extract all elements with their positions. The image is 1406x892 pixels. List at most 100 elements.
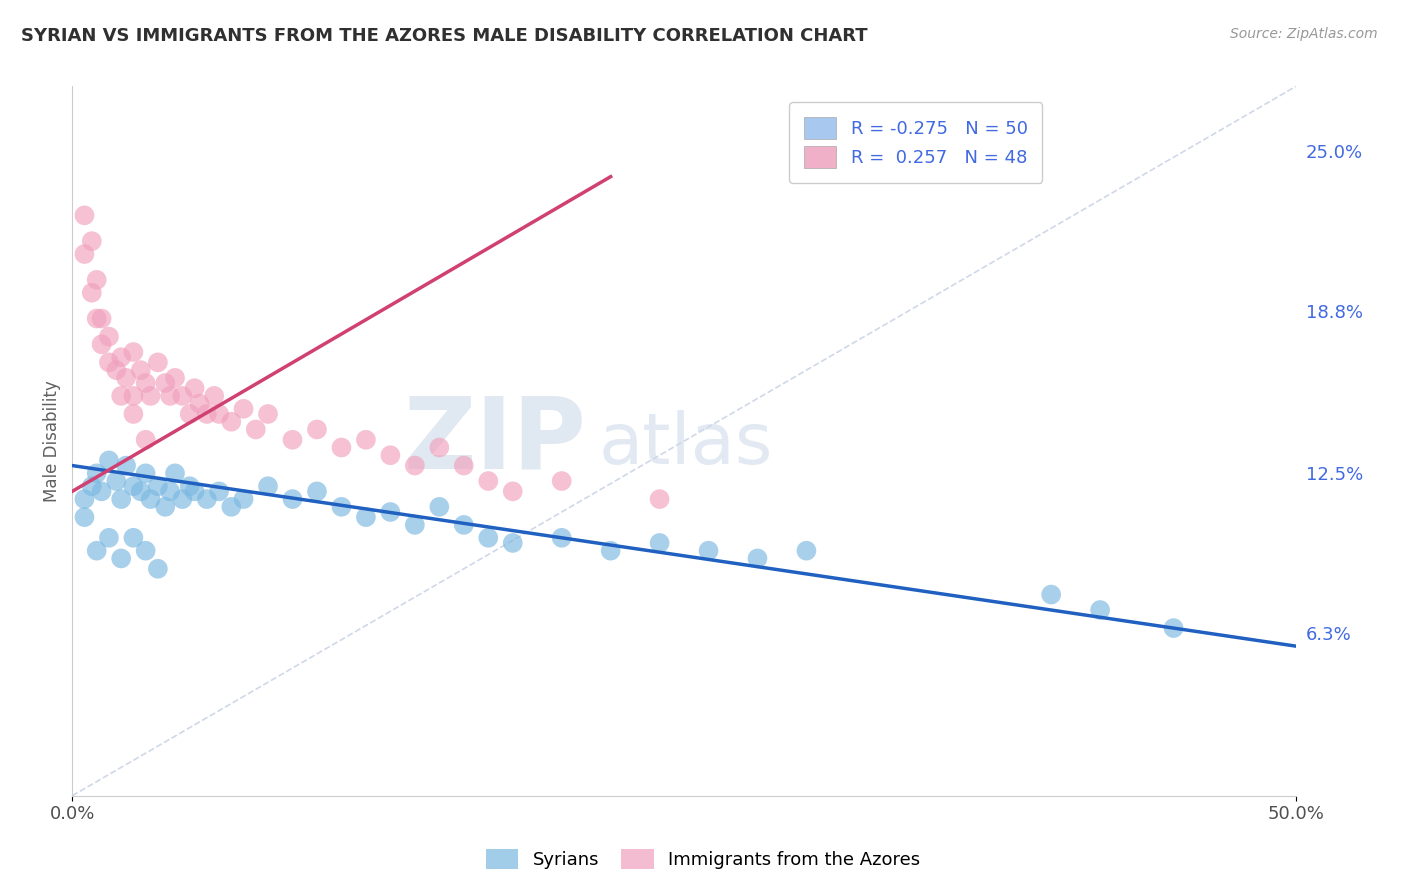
Point	[257, 407, 280, 421]
Point	[86, 273, 108, 287]
Y-axis label: Male Disability: Male Disability	[44, 380, 60, 502]
Point	[404, 458, 426, 473]
Point	[172, 492, 194, 507]
Point	[796, 543, 818, 558]
Point	[122, 531, 145, 545]
Legend: Syrians, Immigrants from the Azores: Syrians, Immigrants from the Azores	[477, 839, 929, 879]
Point	[551, 531, 574, 545]
Point	[139, 389, 162, 403]
Point	[427, 500, 450, 514]
Point	[281, 492, 304, 507]
Point	[257, 479, 280, 493]
Point	[105, 363, 128, 377]
Text: Source: ZipAtlas.com: Source: ZipAtlas.com	[1230, 27, 1378, 41]
Point	[80, 479, 103, 493]
Point	[179, 407, 201, 421]
Point	[427, 441, 450, 455]
Point	[477, 474, 499, 488]
Point	[245, 422, 267, 436]
Point	[183, 381, 205, 395]
Point	[73, 247, 96, 261]
Point	[110, 551, 132, 566]
Point	[330, 441, 353, 455]
Point	[129, 484, 152, 499]
Point	[110, 492, 132, 507]
Point	[86, 543, 108, 558]
Point	[155, 500, 177, 514]
Text: atlas: atlas	[599, 410, 773, 479]
Legend: R = -0.275   N = 50, R =  0.257   N = 48: R = -0.275 N = 50, R = 0.257 N = 48	[789, 103, 1042, 183]
Point	[551, 474, 574, 488]
Point	[221, 500, 243, 514]
Point	[159, 389, 181, 403]
Text: SYRIAN VS IMMIGRANTS FROM THE AZORES MALE DISABILITY CORRELATION CHART: SYRIAN VS IMMIGRANTS FROM THE AZORES MAL…	[21, 27, 868, 45]
Point	[208, 484, 231, 499]
Point	[453, 517, 475, 532]
Point	[97, 453, 120, 467]
Point	[281, 433, 304, 447]
Point	[97, 531, 120, 545]
Point	[90, 484, 112, 499]
Point	[159, 484, 181, 499]
Point	[747, 551, 769, 566]
Text: ZIP: ZIP	[404, 392, 586, 490]
Point	[135, 543, 157, 558]
Point	[146, 562, 169, 576]
Point	[122, 345, 145, 359]
Point	[97, 329, 120, 343]
Point	[122, 407, 145, 421]
Point	[195, 407, 218, 421]
Point	[163, 467, 186, 481]
Point	[208, 407, 231, 421]
Point	[73, 208, 96, 222]
Point	[202, 389, 225, 403]
Point	[110, 389, 132, 403]
Point	[599, 543, 621, 558]
Point	[354, 433, 377, 447]
Point	[80, 285, 103, 300]
Point	[90, 337, 112, 351]
Point	[73, 492, 96, 507]
Point	[163, 371, 186, 385]
Point	[221, 415, 243, 429]
Point	[172, 389, 194, 403]
Point	[135, 467, 157, 481]
Point	[105, 474, 128, 488]
Point	[1088, 603, 1111, 617]
Point	[97, 355, 120, 369]
Point	[135, 433, 157, 447]
Point	[179, 479, 201, 493]
Point	[648, 492, 671, 507]
Point	[195, 492, 218, 507]
Point	[404, 517, 426, 532]
Point	[502, 536, 524, 550]
Point	[146, 355, 169, 369]
Point	[129, 363, 152, 377]
Point	[305, 422, 328, 436]
Point	[135, 376, 157, 390]
Point	[183, 484, 205, 499]
Point	[86, 311, 108, 326]
Point	[305, 484, 328, 499]
Point	[80, 234, 103, 248]
Point	[146, 479, 169, 493]
Point	[188, 397, 211, 411]
Point	[232, 492, 254, 507]
Point	[648, 536, 671, 550]
Point	[139, 492, 162, 507]
Point	[115, 371, 138, 385]
Point	[380, 448, 402, 462]
Point	[155, 376, 177, 390]
Point	[232, 401, 254, 416]
Point	[1040, 588, 1063, 602]
Point	[73, 510, 96, 524]
Point	[330, 500, 353, 514]
Point	[697, 543, 720, 558]
Point	[90, 311, 112, 326]
Point	[122, 389, 145, 403]
Point	[1163, 621, 1185, 635]
Point	[110, 350, 132, 364]
Point	[477, 531, 499, 545]
Point	[354, 510, 377, 524]
Point	[502, 484, 524, 499]
